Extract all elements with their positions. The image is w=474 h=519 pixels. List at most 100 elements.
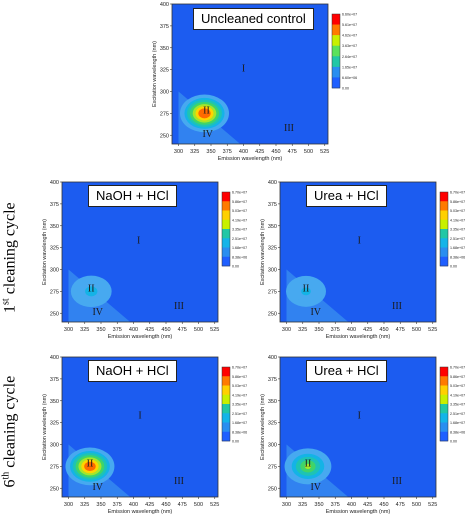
region-label: II [88,283,95,294]
y-tick-label: 350 [50,399,59,405]
x-tick-label: 525 [320,149,329,155]
y-axis-label: Excitation wavelength (nm) [152,41,158,107]
colorbar-segment [332,56,340,68]
x-tick-label: 475 [396,502,405,508]
x-tick-label: 300 [64,502,73,508]
x-tick-label: 350 [314,327,323,333]
eem-panel-uncleaned: I II III IV 300 325 350 375 400 425 450 475 500 525 25… [150,0,357,162]
y-tick-label: 275 [50,464,59,470]
colorbar-label: 4.19e+07 [450,393,465,397]
x-tick-label: 375 [331,327,340,333]
colorbar-segment [222,247,230,258]
region-label: III [392,476,402,487]
colorbar-segment [332,77,340,89]
region-label: III [284,123,294,134]
x-tick-label: 400 [347,502,356,508]
region-label: IV [92,482,103,493]
y-tick-label: 375 [50,377,59,383]
colorbar-segment [440,394,448,405]
y-tick-label: 300 [50,268,59,274]
colorbar-label: 2.51e+07 [232,412,247,416]
region-label: IV [310,307,321,318]
peak-contours [70,275,112,308]
x-tick-label: 400 [239,149,248,155]
x-axis-label: Emission wavelength (nm) [326,509,391,515]
colorbar-segment [440,210,448,221]
colorbar-segment [440,413,448,423]
colorbar-label: 6.60e+07 [342,13,357,17]
colorbar-frame [331,13,341,89]
y-tick-label: 375 [268,202,277,208]
y-tick-label: 325 [50,246,59,252]
colorbar-segment [222,376,230,386]
y-tick-label: 300 [50,443,59,449]
x-tick-label: 375 [223,149,232,155]
y-tick-label: 325 [268,246,277,252]
x-tick-label: 450 [161,502,170,508]
x-tick-label: 325 [80,327,89,333]
y-tick-label: 275 [160,111,169,117]
colorbar-label: 0.00 [342,87,349,91]
colorbar-label: 4.62e+07 [342,34,357,38]
colorbar-label: 2.64e+07 [342,55,357,59]
colorbar-segment [440,192,448,202]
colorbar-label: 1.68e+07 [450,246,465,250]
contour-level [198,108,211,119]
x-axis-label: Emission wavelength (nm) [326,334,391,340]
region-label: III [174,301,184,312]
x-axis-label: Emission wavelength (nm) [108,334,173,340]
y-tick-label: 250 [50,311,59,317]
colorbar-segment [332,24,340,36]
chart-title: NaOH + HCl [88,185,177,207]
eem-panel-cycle1-urea: I II III IV 300 325 350 375 400 425 450 475 500 525 25… [258,178,465,340]
region-label: I [358,235,361,246]
x-tick-label: 350 [96,502,105,508]
colorbar-label: 0.00 [450,265,457,269]
x-tick-label: 450 [379,502,388,508]
x-tick-label: 300 [282,502,291,508]
colorbar-label: 8.38e+06 [232,255,247,259]
y-tick-label: 325 [50,421,59,427]
x-tick-label: 475 [178,502,187,508]
peak-contours [179,94,230,133]
colorbar-label: 1.65e+07 [342,65,357,69]
colorbar-label: 0.00 [232,440,239,444]
colorbar-segment [440,385,448,396]
contour-level [85,286,98,297]
y-tick-label: 300 [160,90,169,96]
y-tick-label: 300 [268,443,277,449]
colorbar-label: 5.86e+07 [450,200,465,204]
y-tick-label: 375 [160,24,169,30]
eem-panel-cycle6-urea: I II III IV 300 325 350 375 400 425 450 475 500 525 25… [258,353,465,515]
y-tick-label: 400 [50,180,59,186]
region-label: II [303,283,310,294]
x-tick-label: 325 [190,149,199,155]
y-tick-label: 300 [268,268,277,274]
y-tick-label: 375 [50,202,59,208]
x-tick-label: 400 [347,327,356,333]
y-tick-label: 250 [50,486,59,492]
region-label: IV [92,307,103,318]
y-tick-label: 400 [268,355,277,361]
colorbar-label: 1.68e+07 [450,421,465,425]
y-tick-label: 250 [268,311,277,317]
colorbar-segment [222,394,230,405]
y-tick-label: 275 [50,289,59,295]
plot-frame [61,356,219,498]
colorbar-label: 4.19e+07 [232,218,247,222]
plot-frame [61,181,219,323]
y-tick-label: 350 [268,224,277,230]
peak-contours [284,448,332,485]
x-tick-label: 300 [64,327,73,333]
x-tick-label: 500 [194,327,203,333]
colorbar-label: 0.00 [450,440,457,444]
chart-title: Uncleaned control [193,8,314,30]
colorbar-segment [222,256,230,267]
colorbar-segment [332,14,340,25]
colorbar-label: 0.00 [232,265,239,269]
colorbar-label: 5.03e+07 [450,209,465,213]
region-label: II [87,458,94,469]
colorbar-segment [440,376,448,386]
x-tick-label: 375 [113,502,122,508]
x-tick-label: 350 [96,327,105,333]
